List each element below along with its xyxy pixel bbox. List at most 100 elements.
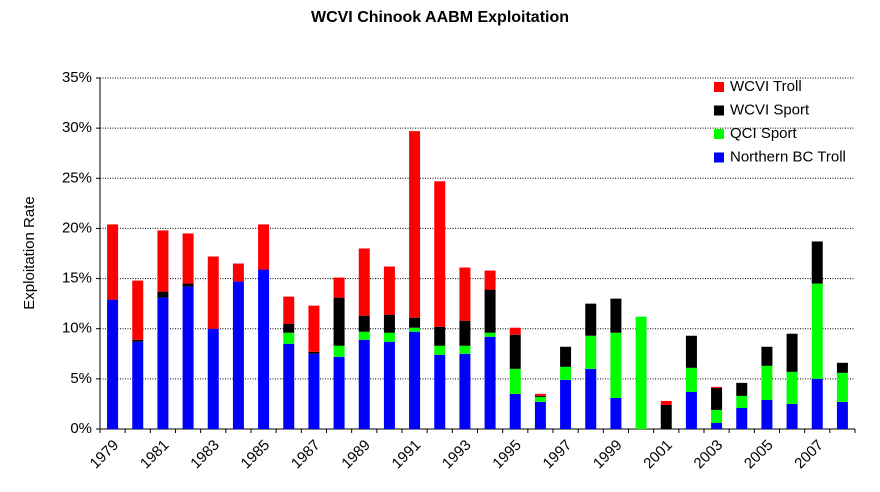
bar-segment	[207, 328, 219, 429]
bar-segment	[534, 393, 546, 396]
bar-segment	[182, 283, 194, 287]
bar-segment	[333, 345, 345, 357]
bar-segment	[509, 393, 521, 429]
x-tick-label: 1995	[489, 437, 525, 473]
bar-segment	[383, 341, 395, 429]
bar-segment	[836, 372, 848, 402]
y-tick-label: 20%	[62, 219, 92, 236]
bar-segment	[157, 230, 169, 292]
bar-segment	[434, 345, 446, 355]
bar-segment	[459, 353, 471, 429]
bar-segment	[560, 379, 572, 429]
bar-segment	[560, 366, 572, 380]
x-tick-label: 1991	[389, 437, 425, 473]
bar-segment	[383, 314, 395, 333]
bar-segment	[107, 299, 119, 429]
bar-segment	[736, 395, 748, 408]
bar-segment	[132, 341, 144, 429]
y-axis-label: Exploitation Rate	[21, 196, 38, 309]
legend-label: QCI Sport	[730, 125, 798, 142]
x-tick-label: 1985	[238, 437, 274, 473]
x-tick-label: 1987	[288, 437, 324, 473]
bar-segment	[434, 326, 446, 346]
bar-segment	[283, 332, 295, 344]
bar-segment	[333, 297, 345, 346]
bar-segment	[811, 378, 823, 429]
bar-segment	[585, 303, 597, 336]
bar-segment	[409, 317, 421, 328]
bar-segment	[157, 291, 169, 298]
x-tick-label: 2005	[741, 437, 777, 473]
bar-segment	[308, 305, 320, 352]
bar-segment	[509, 334, 521, 369]
bar-segment	[711, 387, 723, 410]
x-tick-label: 2001	[640, 437, 676, 473]
legend-label: WCVI Sport	[730, 101, 810, 118]
x-tick-label: 1997	[540, 437, 576, 473]
bar-segment	[182, 286, 194, 429]
bar-segment	[358, 315, 370, 332]
bar-segment	[836, 401, 848, 429]
bar-segment	[434, 354, 446, 429]
bar-segment	[132, 280, 144, 340]
bar-segment	[358, 331, 370, 340]
legend-swatch	[714, 82, 724, 92]
bar-segment	[358, 339, 370, 429]
bar-segment	[685, 335, 697, 368]
bar-segment	[509, 368, 521, 394]
bar-segment	[534, 396, 546, 402]
bar-segment	[660, 404, 672, 429]
bar-segment	[258, 224, 270, 270]
bar-segment	[635, 316, 647, 429]
bar-segment	[560, 346, 572, 367]
bar-segment	[711, 386, 723, 388]
bar-segment	[786, 403, 798, 429]
bar-segment	[610, 332, 622, 398]
bar-segment	[786, 333, 798, 372]
bar-segment	[459, 267, 471, 321]
bar-segment	[383, 266, 395, 315]
bar-segment	[409, 131, 421, 318]
bar-segment	[484, 270, 496, 290]
x-tick-label: 1989	[338, 437, 374, 473]
bar-segment	[685, 367, 697, 392]
y-tick-label: 15%	[62, 270, 92, 287]
bar-segment	[283, 343, 295, 429]
bar-segment	[157, 297, 169, 429]
bar-segment	[761, 399, 773, 429]
bar-segment	[736, 407, 748, 429]
bar-segment	[509, 327, 521, 335]
y-tick-label: 30%	[62, 119, 92, 136]
bar-segment	[207, 256, 219, 329]
bar-segment	[585, 335, 597, 369]
x-tick-label: 1981	[137, 437, 173, 473]
bar-segment	[836, 362, 848, 373]
y-tick-label: 35%	[62, 69, 92, 86]
bar-segment	[711, 409, 723, 423]
x-tick-label: 1983	[187, 437, 223, 473]
bar-segment	[811, 241, 823, 284]
legend-label: WCVI Troll	[730, 78, 802, 95]
bar-segment	[660, 400, 672, 405]
legend-swatch	[714, 129, 724, 139]
bar-segment	[132, 339, 144, 342]
chart-title: WCVI Chinook AABM Exploitation	[311, 9, 569, 26]
y-tick-label: 0%	[70, 420, 92, 437]
x-tick-label: 2007	[791, 437, 827, 473]
bar-segment	[409, 327, 421, 332]
legend-swatch	[714, 152, 724, 163]
y-tick-label: 5%	[70, 370, 92, 387]
y-tick-label: 10%	[62, 320, 92, 337]
bar-segment	[484, 332, 496, 337]
bar-segment	[761, 346, 773, 366]
bar-segment	[283, 323, 295, 333]
bar-segment	[585, 368, 597, 429]
bar-segment	[786, 371, 798, 404]
bar-segment	[434, 181, 446, 327]
bar-segment	[308, 353, 320, 429]
bar-segment	[383, 332, 395, 342]
bar-segment	[811, 283, 823, 379]
bar-segment	[534, 395, 546, 397]
bar-segment	[333, 356, 345, 429]
legend-label: Northern BC Troll	[730, 148, 846, 165]
